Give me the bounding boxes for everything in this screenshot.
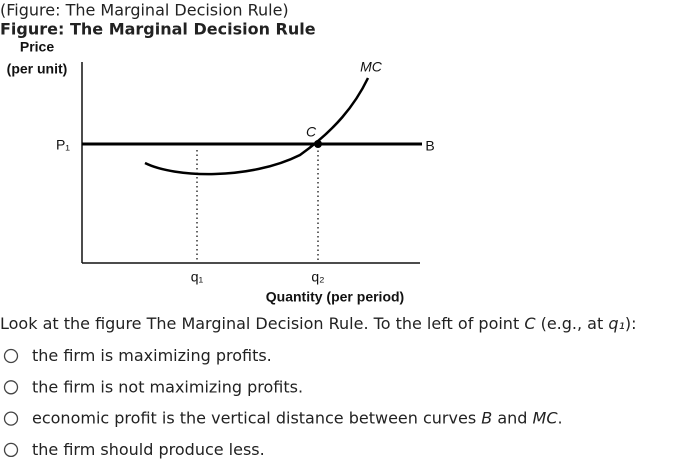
option[interactable]: the firm should produce less.	[3, 439, 265, 458]
radio-button[interactable]	[3, 442, 19, 458]
question: Look at the figure The Marginal Decision…	[0, 314, 637, 333]
option[interactable]: economic profit is the vertical distance…	[3, 408, 563, 427]
mc-curve	[144, 77, 370, 176]
question-text: C	[524, 314, 536, 333]
question-text: ):	[625, 314, 637, 333]
q2-label: q₂	[311, 269, 324, 285]
y-axis-label: Price	[20, 39, 54, 55]
x-axis-label: Quantity (per period)	[266, 289, 404, 305]
options: the firm is maximizing profits. the firm …	[3, 346, 563, 458]
q1-label: q₁	[191, 269, 204, 285]
option-text-part[interactable]: the firm should produce less.	[32, 439, 265, 458]
question-text: (e.g., at	[535, 314, 608, 333]
option[interactable]: the firm is not maximizing profits.	[3, 377, 304, 396]
radio-button[interactable]	[3, 411, 19, 426]
figure-title: Figure: The Marginal Decision Rule	[0, 20, 316, 39]
option-text-part[interactable]: the firm is not maximizing profits.	[32, 377, 303, 396]
caption: (Figure: The Marginal Decision Rule)	[0, 1, 289, 20]
option-text-part[interactable]: economic profit is the vertical distance…	[32, 408, 481, 427]
option-text[interactable]: economic profit is the vertical distance…	[32, 408, 563, 427]
option-text-part[interactable]: B	[481, 408, 492, 427]
option-text-part[interactable]: the firm is maximizing profits.	[32, 346, 272, 365]
point-c	[314, 140, 322, 148]
option-text[interactable]: the firm is maximizing profits.	[32, 346, 272, 365]
option-text[interactable]: the firm should produce less.	[32, 439, 265, 458]
radio-button[interactable]	[3, 348, 19, 364]
option-text-part[interactable]: .	[558, 408, 563, 427]
mc-label: MC	[360, 59, 383, 75]
option-text[interactable]: the firm is not maximizing profits.	[32, 377, 303, 396]
option-text-part[interactable]: MC	[533, 408, 559, 427]
figure: Price (per unit) P₁ B MC C q₁ q₂ Quantit…	[7, 39, 435, 305]
b-label: B	[425, 138, 434, 154]
question-text: Look at the figure The Marginal Decision…	[0, 314, 524, 333]
y-axis-label: (per unit)	[7, 61, 68, 77]
radio-button[interactable]	[3, 380, 19, 395]
c-label: C	[306, 124, 317, 140]
option-text-part[interactable]: and	[492, 408, 532, 427]
option[interactable]: the firm is maximizing profits.	[3, 346, 272, 365]
question-text: q₁	[608, 314, 625, 333]
price-label: P₁	[56, 137, 70, 153]
